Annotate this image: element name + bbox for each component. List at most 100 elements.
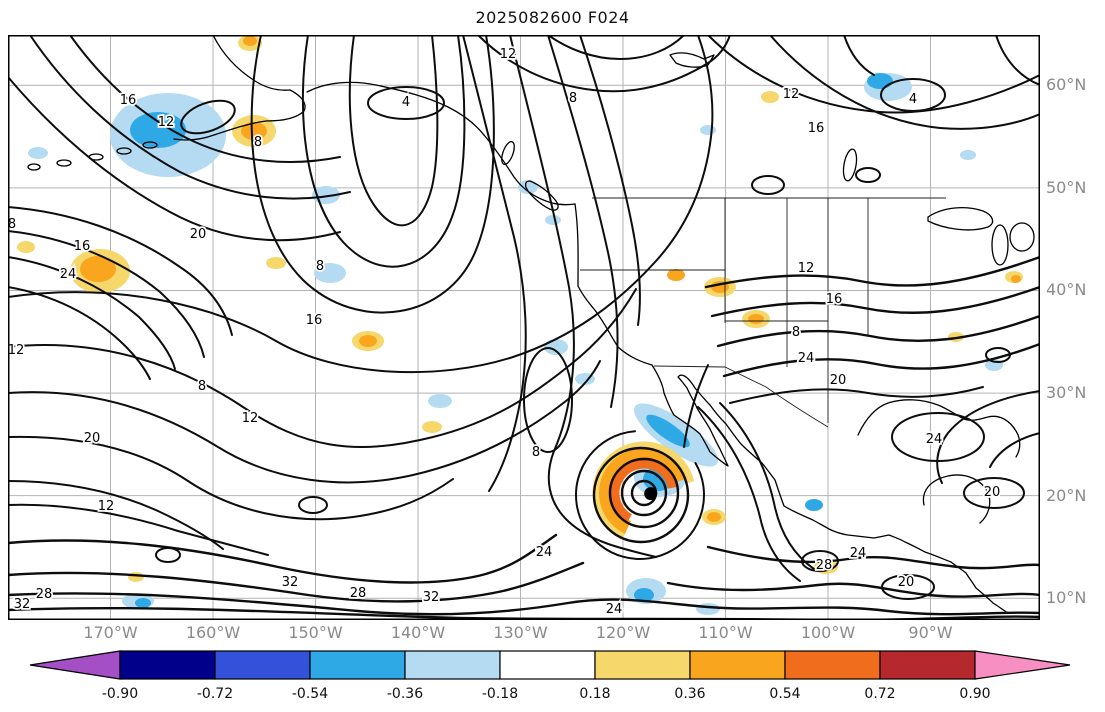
contour-lines-shape xyxy=(548,35,684,59)
contour-lines-shape xyxy=(856,168,880,182)
contour-label: 16 xyxy=(808,121,825,136)
colorbar-tick-label: -0.36 xyxy=(387,686,423,702)
contour-label: 12 xyxy=(8,343,24,358)
negative-anomaly-shading-shape xyxy=(28,147,48,159)
colorbar-tick-label: -0.54 xyxy=(292,686,328,702)
contour-lines-shape xyxy=(8,437,453,519)
contour-label: 16 xyxy=(74,239,91,254)
coastlines-shape xyxy=(499,140,517,166)
contour-lines-shape xyxy=(463,35,526,491)
contour-label: 4 xyxy=(402,95,410,110)
positive-anomaly-shading-shape xyxy=(359,335,377,347)
lat-tick-label: 40°N xyxy=(1046,280,1086,299)
longitude-axis: 170°W160°W150°W140°W130°W120°W110°W100°W… xyxy=(8,623,1040,645)
colorbar-left-arrow xyxy=(30,651,120,679)
positive-anomaly-shading-shape xyxy=(667,269,685,281)
contour-lines-shape xyxy=(730,387,983,403)
contour-lines-shape xyxy=(524,348,572,452)
colorbar-segment xyxy=(405,651,500,679)
colorbar-segment xyxy=(500,651,595,679)
colorbar-tick-label: 0.18 xyxy=(579,686,610,702)
contour-lines-shape xyxy=(350,35,438,225)
colorbar-tick-labels: -0.90-0.72-0.54-0.36-0.180.180.360.540.7… xyxy=(0,686,1105,706)
contour-label: 20 xyxy=(984,485,1001,500)
contour-label: 32 xyxy=(423,590,440,605)
positive-anomaly-shading-shape xyxy=(761,91,779,103)
contour-label: 24 xyxy=(850,546,867,561)
coastlines-shape xyxy=(307,82,484,135)
contour-label: 4 xyxy=(909,92,917,107)
contour-lines-shape xyxy=(708,547,1040,568)
lat-tick-label: 50°N xyxy=(1046,178,1086,197)
colorbar-tick-label: 0.90 xyxy=(959,686,990,702)
colorbar xyxy=(0,648,1105,682)
contour-lines-shape xyxy=(844,35,874,75)
contour-label: 28 xyxy=(36,587,53,602)
colorbar-tick-label: 0.72 xyxy=(864,686,895,702)
contour-label: 28 xyxy=(816,558,833,573)
coastlines-shape xyxy=(57,160,71,166)
positive-anomaly-shading-shape xyxy=(707,512,721,522)
lon-tick-label: 130°W xyxy=(493,623,547,642)
contour-label: 8 xyxy=(316,259,324,274)
positive-anomaly-shading-shape xyxy=(243,36,257,46)
contour-lines-shape xyxy=(8,361,600,482)
contour-label: 12 xyxy=(158,115,175,130)
positive-anomaly-shading-shape xyxy=(748,314,764,324)
colorbar-tick-label: -0.72 xyxy=(197,686,233,702)
contour-label: 24 xyxy=(798,351,815,366)
contour-lines-shape xyxy=(303,35,465,267)
coastlines-shape xyxy=(28,164,40,170)
contour-label: 20 xyxy=(898,575,915,590)
coastlines-shape xyxy=(923,475,989,523)
contour-label: 16 xyxy=(306,313,323,328)
contour-label: 24 xyxy=(606,602,623,617)
lat-tick-label: 60°N xyxy=(1046,75,1086,94)
contour-label: 12 xyxy=(783,87,800,102)
contour-label: 8 xyxy=(532,445,540,460)
contour-label: 8 xyxy=(569,91,577,106)
contour-label: 8 xyxy=(254,135,262,150)
negative-anomaly-shading-shape xyxy=(867,73,893,89)
contour-lines-shape xyxy=(580,35,640,325)
contour-label: 12 xyxy=(242,411,259,426)
contour-label: 16 xyxy=(120,93,137,108)
positive-anomaly-shading-shape xyxy=(422,421,442,433)
lat-tick-label: 30°N xyxy=(1046,383,1086,402)
contour-label: 32 xyxy=(282,575,299,590)
contour-lines-shape xyxy=(299,497,327,513)
colorbar-segment xyxy=(785,651,880,679)
colorbar-segment xyxy=(690,651,785,679)
lon-tick-label: 170°W xyxy=(83,623,137,642)
lon-tick-label: 100°W xyxy=(801,623,855,642)
lon-tick-label: 160°W xyxy=(186,623,240,642)
coastlines-shape xyxy=(1010,223,1034,251)
contour-label: 32 xyxy=(14,597,31,612)
colorbar-segment xyxy=(595,651,690,679)
contour-lines-shape xyxy=(752,176,784,194)
colorbar-tick-label: 0.54 xyxy=(769,686,800,702)
positive-anomaly-shading-shape xyxy=(17,241,35,253)
contour-lines-shape xyxy=(706,257,1040,287)
colorbar-right-arrow xyxy=(975,651,1070,679)
contour-label: 24 xyxy=(536,545,553,560)
colorbar-tick-label: 0.36 xyxy=(674,686,705,702)
lon-tick-label: 150°W xyxy=(288,623,342,642)
contour-label: 28 xyxy=(350,586,367,601)
colorbar-tick-label: -0.90 xyxy=(102,686,138,702)
contour-lines-shape xyxy=(8,593,1040,614)
positive-anomaly-shading-shape xyxy=(128,572,144,582)
lon-tick-label: 90°W xyxy=(908,623,952,642)
chart-title: 2025082600 F024 xyxy=(0,8,1105,27)
lat-tick-label: 10°N xyxy=(1046,588,1086,607)
coastlines-shape xyxy=(992,225,1008,265)
negative-anomaly-shading-shape xyxy=(700,125,716,135)
lat-tick-label: 20°N xyxy=(1046,486,1086,505)
contour-label: 16 xyxy=(826,292,843,307)
contour-lines-shape xyxy=(156,548,180,562)
colorbar-segment xyxy=(310,651,405,679)
positive-anomaly-shading-shape xyxy=(266,257,286,269)
contour-label: 12 xyxy=(798,261,815,276)
negative-anomaly-shading-shape xyxy=(805,499,823,511)
positive-anomaly-shading-shape xyxy=(1011,275,1021,283)
